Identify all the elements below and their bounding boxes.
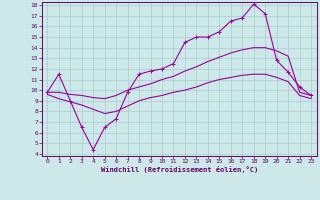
X-axis label: Windchill (Refroidissement éolien,°C): Windchill (Refroidissement éolien,°C) — [100, 166, 258, 173]
